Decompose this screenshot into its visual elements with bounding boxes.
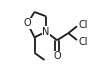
Text: O: O [24,18,31,28]
Text: O: O [53,51,61,61]
Text: Cl: Cl [79,20,88,30]
Text: Cl: Cl [79,37,88,47]
Text: N: N [42,27,49,37]
